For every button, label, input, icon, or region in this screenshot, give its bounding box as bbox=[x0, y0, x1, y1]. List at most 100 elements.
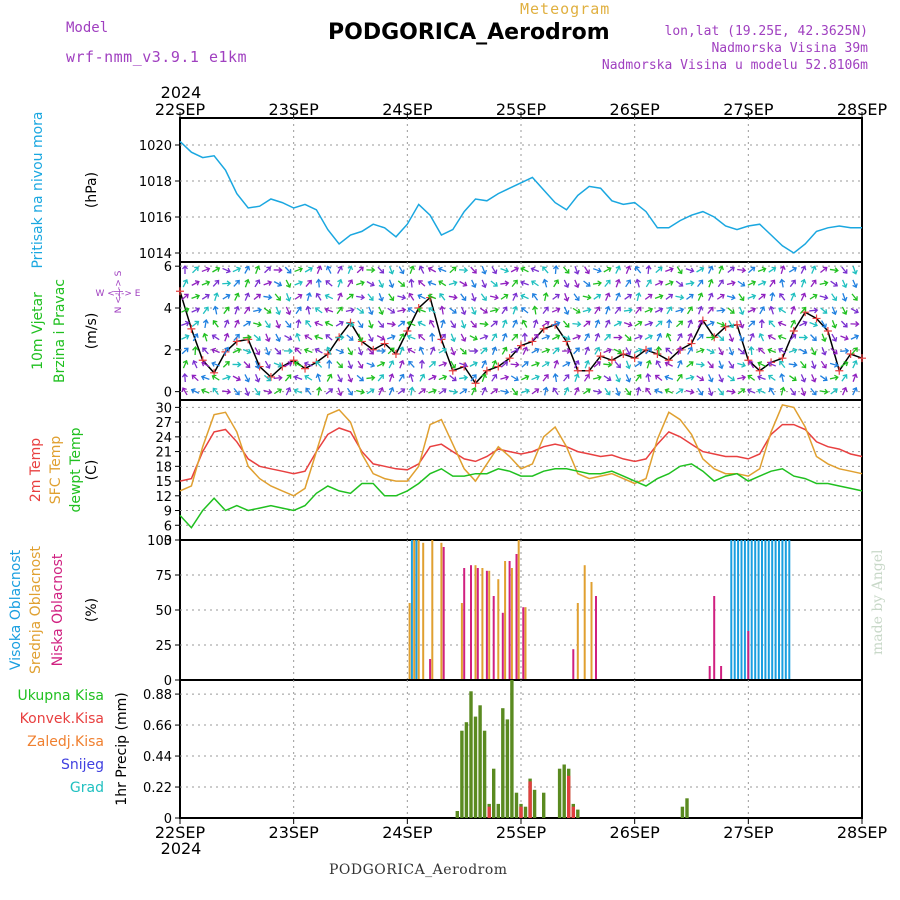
wind-arrow bbox=[831, 333, 838, 342]
wind-arrow bbox=[284, 374, 292, 382]
wind-arrow bbox=[294, 347, 302, 355]
wind-arrow bbox=[687, 346, 694, 355]
wind-arrow bbox=[337, 292, 343, 301]
wind-arrow bbox=[378, 293, 385, 302]
wind-arrow bbox=[388, 360, 395, 369]
wind-arrow bbox=[419, 373, 426, 382]
wind-arrow bbox=[253, 307, 262, 314]
wind-arrow bbox=[335, 334, 345, 341]
wind-arrow bbox=[253, 334, 261, 341]
wind-arrow bbox=[675, 388, 684, 395]
wind-arrow bbox=[654, 307, 664, 313]
wind-arrow bbox=[625, 279, 632, 288]
wind-arrow bbox=[244, 278, 251, 288]
wind-arrow bbox=[347, 265, 354, 274]
wind-arrow bbox=[697, 305, 704, 315]
wind-arrow bbox=[201, 293, 210, 300]
clouds-bar-0 bbox=[771, 540, 774, 680]
wind-arrow bbox=[788, 361, 798, 368]
wind-arrow bbox=[181, 334, 190, 340]
wind-arrow bbox=[582, 307, 592, 313]
wind-arrow bbox=[592, 388, 602, 395]
wind-compass-label: W <-|-> E bbox=[96, 289, 141, 299]
wind-arrow bbox=[645, 265, 652, 275]
wind-arrow bbox=[325, 346, 332, 355]
clouds-bar-0 bbox=[740, 540, 743, 680]
wind-arrow bbox=[520, 307, 529, 314]
wind-arrow bbox=[655, 345, 662, 356]
precip-legend-1: Konvek.Kisa bbox=[20, 711, 104, 727]
wind-arrow bbox=[418, 388, 426, 395]
wind-arrow bbox=[491, 333, 498, 342]
wind-arrow bbox=[367, 293, 374, 301]
wind-arrow bbox=[500, 293, 509, 300]
pressure-unit-label: (hPa) bbox=[84, 172, 100, 208]
wind-arrow bbox=[285, 279, 292, 288]
wind-arrow bbox=[530, 266, 540, 273]
wind-arrow bbox=[408, 292, 415, 301]
wind-arrow bbox=[821, 320, 827, 329]
wind-arrow bbox=[634, 266, 642, 274]
wind-arrow bbox=[542, 292, 549, 302]
wind-arrow bbox=[201, 280, 211, 286]
wind-arrow bbox=[687, 332, 694, 342]
wind-arrow bbox=[686, 361, 694, 368]
wind-arrow bbox=[717, 334, 725, 342]
wind-arrow bbox=[790, 305, 797, 315]
wind-arrow bbox=[406, 320, 416, 327]
wind-arrow bbox=[293, 361, 303, 367]
wind-arrow bbox=[367, 347, 374, 355]
clouds-bar-0 bbox=[737, 540, 740, 680]
wind-arrow bbox=[800, 292, 807, 301]
wind-arrow bbox=[448, 388, 458, 395]
wind-arrow bbox=[408, 360, 415, 368]
wind-arrow bbox=[294, 266, 303, 273]
wind-speed-marker bbox=[391, 350, 400, 358]
wind-arrow bbox=[707, 278, 714, 288]
wind-arrow bbox=[253, 293, 261, 301]
wind-arrow bbox=[428, 374, 437, 381]
wind-arrow bbox=[604, 305, 611, 315]
wind-arrow bbox=[542, 374, 549, 382]
wind-arrow bbox=[337, 278, 343, 288]
wind-arrow bbox=[315, 278, 322, 288]
wind-arrow bbox=[511, 387, 518, 396]
wind-arrow bbox=[324, 293, 334, 300]
wind-arrow bbox=[708, 292, 714, 301]
wind-arrow bbox=[232, 266, 242, 273]
wind-arrow bbox=[212, 279, 220, 287]
wind-arrow bbox=[232, 361, 242, 368]
wind-arrow bbox=[428, 319, 435, 328]
wind-arrow bbox=[273, 281, 283, 287]
wind-arrow bbox=[707, 306, 714, 314]
wind-arrow bbox=[583, 373, 590, 382]
wind-arrow bbox=[800, 278, 807, 288]
wind-speed-marker bbox=[380, 339, 389, 348]
precip-bar-1 bbox=[571, 806, 575, 818]
wind-arrow bbox=[491, 346, 498, 355]
clouds-bar-0 bbox=[774, 540, 777, 680]
wind-arrow bbox=[191, 280, 200, 286]
wind-arrow bbox=[541, 347, 551, 354]
wind-arrow bbox=[191, 320, 200, 327]
clouds-bar-0 bbox=[784, 540, 787, 680]
wind-arrow bbox=[779, 278, 786, 288]
wind-arrow bbox=[718, 360, 724, 370]
pressure-axis-title: Pritisak na nivou mora bbox=[30, 111, 46, 268]
wind-arrow bbox=[749, 332, 755, 342]
clouds-bar-2 bbox=[508, 561, 511, 680]
wind-arrow bbox=[448, 294, 458, 301]
wind-arrow bbox=[584, 359, 591, 369]
wind-arrow bbox=[376, 361, 386, 367]
wind-arrow bbox=[696, 266, 705, 273]
wind-arrow bbox=[223, 332, 230, 342]
wind-arrow bbox=[324, 307, 334, 313]
wind-arrow bbox=[831, 320, 838, 329]
wind-arrow bbox=[552, 373, 559, 383]
wind-arrow bbox=[264, 320, 271, 329]
wind-arrow bbox=[809, 321, 818, 328]
precip-y-tick-label: 0.88 bbox=[143, 688, 172, 703]
wind-speed-marker bbox=[448, 366, 457, 375]
wind-arrow bbox=[479, 307, 488, 314]
